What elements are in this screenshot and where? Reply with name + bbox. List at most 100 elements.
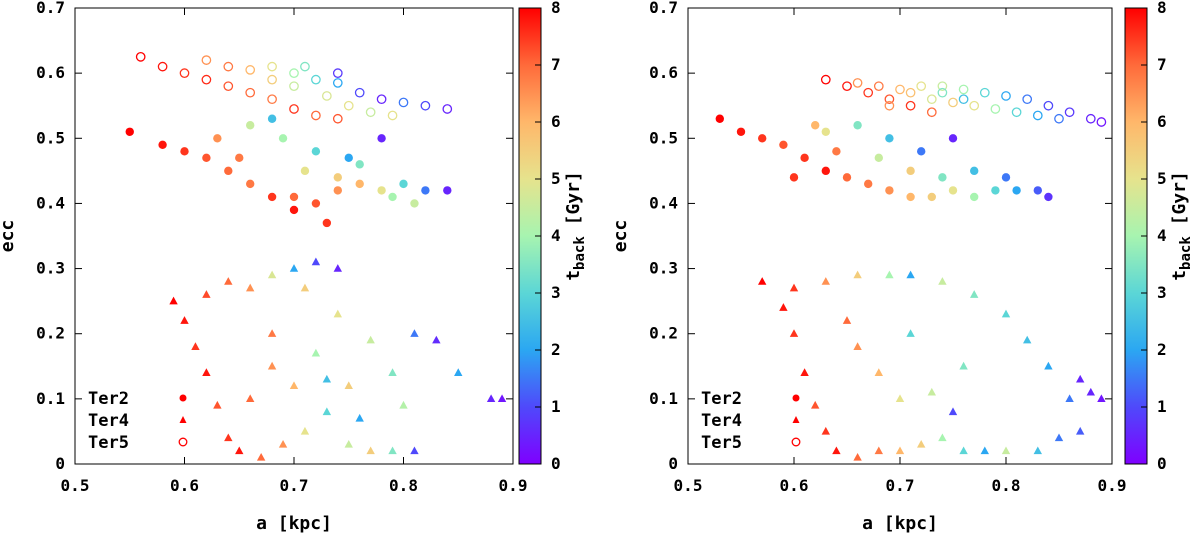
point-ter5 <box>1085 113 1096 124</box>
y-tick-label: 0.5 <box>36 128 65 147</box>
point-ter2 <box>874 153 883 163</box>
legend-marker-ter2 <box>179 394 187 402</box>
point-ter5 <box>1032 110 1043 121</box>
point-ter5 <box>376 94 387 105</box>
point-ter2 <box>377 134 386 143</box>
point-ter4 <box>789 283 799 292</box>
point-ter2 <box>125 127 134 136</box>
point-ter4 <box>1076 374 1085 383</box>
point-ter2 <box>267 192 277 202</box>
point-ter4 <box>1086 387 1095 396</box>
point-ter5 <box>442 104 453 114</box>
point-ter5 <box>926 107 937 118</box>
point-ter2 <box>864 179 873 189</box>
y-tick-label: 0.1 <box>649 389 678 408</box>
point-ter4 <box>1033 446 1042 455</box>
point-ter4 <box>885 270 894 279</box>
point-ter2 <box>311 147 321 156</box>
point-ter4 <box>224 277 233 285</box>
point-ter5 <box>267 94 277 105</box>
point-ter5 <box>321 91 332 101</box>
point-ter2 <box>213 134 222 143</box>
point-ter4 <box>454 368 463 376</box>
point-ter5 <box>852 78 863 88</box>
point-ter5 <box>1001 91 1011 101</box>
point-ter2 <box>246 121 255 130</box>
point-ter5 <box>267 61 277 72</box>
point-ter2 <box>800 153 809 163</box>
point-ter4 <box>938 277 947 285</box>
point-ter5 <box>179 68 190 78</box>
point-ter4 <box>432 335 441 344</box>
point-ter5 <box>245 65 256 75</box>
legend-label-ter5: Ter5 <box>701 433 742 453</box>
y-axis-label: ecc <box>0 220 18 253</box>
point-ter4 <box>758 277 767 285</box>
point-ter2 <box>885 134 894 143</box>
point-ter4 <box>311 348 321 357</box>
colorbar-tick-label: 4 <box>1157 226 1167 245</box>
point-ter4 <box>267 329 277 337</box>
point-ter4 <box>1044 361 1053 370</box>
point-ter5 <box>884 100 895 111</box>
legend-marker-ter2 <box>792 394 800 402</box>
y-tick-label: 0.6 <box>36 63 65 82</box>
colorbar-label: tback [Gyr] <box>563 171 588 281</box>
point-ter5 <box>820 74 831 85</box>
point-ter2 <box>289 205 299 215</box>
point-ter5 <box>201 74 212 85</box>
point-ter4 <box>789 329 799 337</box>
colorbar-tick-label: 8 <box>1157 0 1167 17</box>
point-ter4 <box>366 446 375 455</box>
point-ter4 <box>895 446 905 455</box>
point-ter2 <box>224 166 233 176</box>
point-ter2 <box>853 121 862 130</box>
x-tick-label: 0.7 <box>280 476 309 495</box>
point-ter5 <box>979 87 990 98</box>
point-ter4 <box>278 439 288 448</box>
x-tick-label: 0.7 <box>886 476 915 495</box>
colorbar-tick-label: 1 <box>551 397 561 416</box>
colorbar-label: tback [Gyr] <box>1169 171 1194 281</box>
point-ter5 <box>958 84 969 95</box>
point-ter2 <box>278 134 288 143</box>
x-tick-label: 0.9 <box>499 476 528 495</box>
colorbar-tick-label: 6 <box>551 112 561 131</box>
x-tick-label: 0.6 <box>170 476 199 495</box>
colorbar-tick-label: 5 <box>1157 169 1167 188</box>
point-ter2 <box>789 173 799 182</box>
point-ter5 <box>354 87 365 98</box>
colorbar-tick-label: 7 <box>1157 55 1167 74</box>
point-ter5 <box>884 94 895 105</box>
point-ter2 <box>948 134 958 143</box>
point-ter2 <box>779 140 788 149</box>
colorbar-tick-label: 4 <box>551 226 561 245</box>
y-tick-label: 0.6 <box>649 63 678 82</box>
colorbar-tick-label: 3 <box>1157 283 1167 302</box>
point-ter4 <box>906 329 915 337</box>
x-tick-label: 0.6 <box>780 476 809 495</box>
point-ter4 <box>800 368 809 376</box>
legend-label-ter2: Ter2 <box>88 389 129 409</box>
point-ter2 <box>421 186 430 195</box>
point-ter2 <box>322 218 332 228</box>
point-ter2 <box>970 192 979 202</box>
point-ter5 <box>1022 94 1033 105</box>
point-ter4 <box>246 394 255 403</box>
point-ter5 <box>135 52 146 62</box>
point-ter5 <box>398 97 409 108</box>
point-ter2 <box>399 179 408 189</box>
point-ter4 <box>938 433 947 442</box>
point-ter5 <box>365 107 376 118</box>
point-ter2 <box>344 153 353 163</box>
point-ter2 <box>235 153 244 163</box>
colorbar-tick-label: 8 <box>551 0 561 17</box>
point-ter2 <box>289 192 299 202</box>
colorbar-tick-label: 3 <box>551 283 561 302</box>
point-ter4 <box>853 270 862 279</box>
point-ter2 <box>832 147 841 156</box>
point-ter4 <box>256 452 266 461</box>
point-ter5 <box>905 100 916 111</box>
point-ter2 <box>906 166 915 176</box>
